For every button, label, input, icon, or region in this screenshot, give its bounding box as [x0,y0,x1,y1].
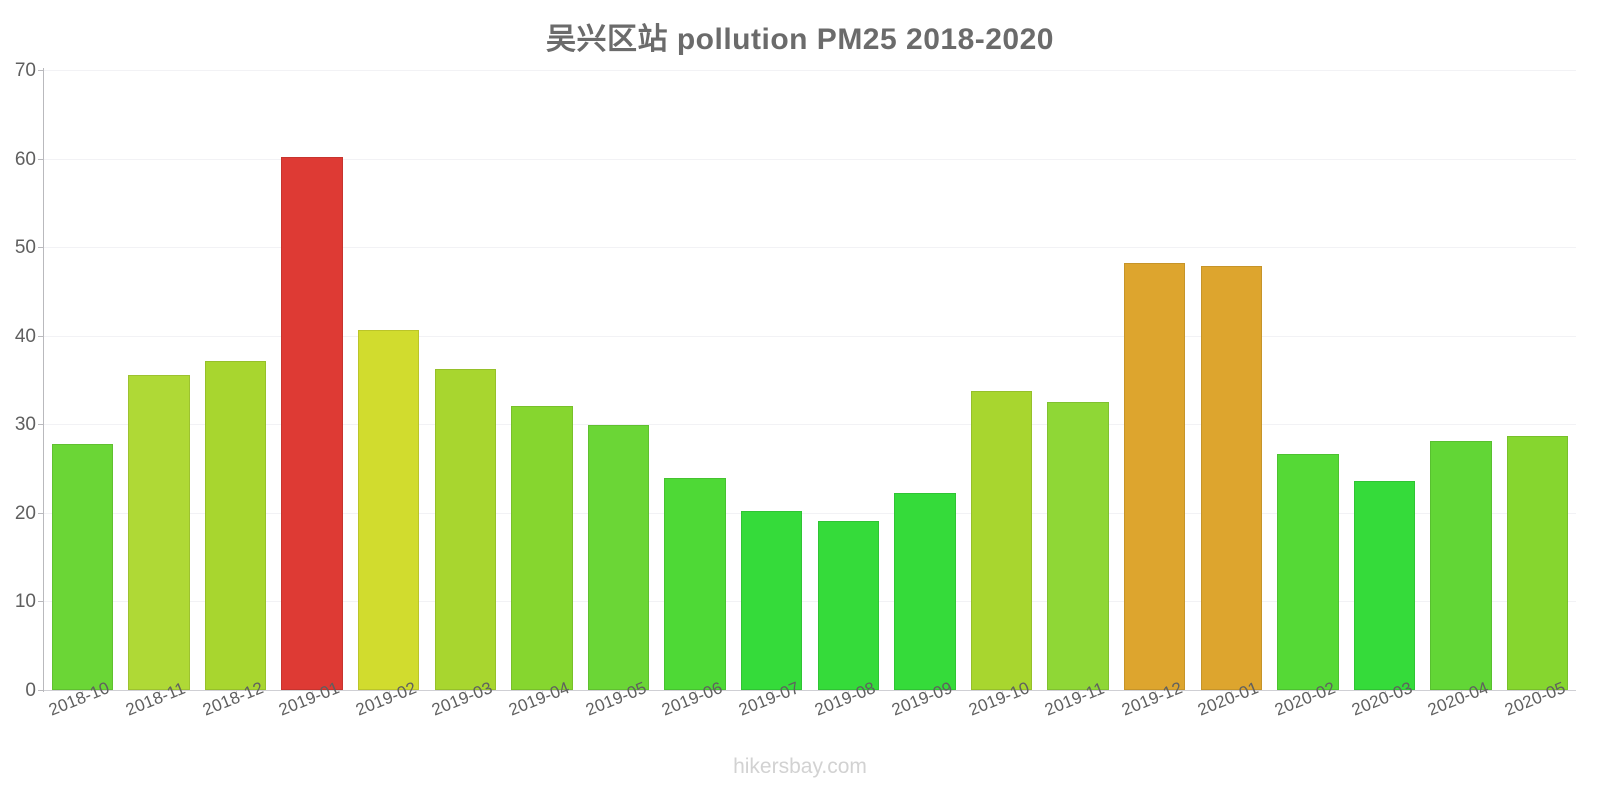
bar-fill [358,329,420,690]
y-axis-tick-label: 30 [14,414,36,436]
bar-fill [51,443,113,690]
bar[interactable] [1353,480,1416,690]
bar-fill [1353,480,1416,690]
watermark: hikersbay.com [733,755,867,778]
gridline [44,158,1576,160]
bar-fill [1124,263,1186,690]
x-axis-tick-mark [388,691,390,697]
bar[interactable] [128,374,190,690]
bar[interactable] [511,405,573,690]
plot-area [44,70,1576,690]
gridline [44,335,1576,337]
x-axis-tick-mark [465,691,467,697]
bar[interactable] [1430,441,1492,690]
bar[interactable] [741,511,803,690]
gridline [44,70,1576,71]
x-axis-tick-mark [1307,691,1309,697]
bar-fill [1047,402,1109,690]
gridline [44,512,1576,514]
x-axis-tick-mark [82,691,84,697]
bar[interactable] [281,156,343,690]
bar[interactable] [1047,402,1109,690]
bar-fill [281,156,343,690]
x-axis-tick-mark [1537,691,1539,697]
bar-fill [741,511,803,690]
x-axis-tick-mark [1384,691,1386,697]
gridline [44,247,1576,249]
y-axis-tick-label: 0 [25,680,36,701]
x-axis-tick-mark [312,691,314,697]
x-axis-line [43,690,1576,691]
bar-fill [511,405,573,690]
bar[interactable] [51,443,113,690]
bar-fill [204,360,267,690]
bar-fill [970,390,1033,690]
x-axis-tick-mark [158,691,160,697]
gridline [44,601,1576,603]
y-axis-tick-mark [38,512,44,514]
bar[interactable] [817,520,879,690]
y-axis-tick-label: 70 [14,60,36,81]
y-axis-tick-mark [38,70,44,71]
bar[interactable] [664,478,726,690]
x-axis-tick-mark [541,691,543,697]
bar[interactable] [434,369,496,690]
x-axis-tick-mark [618,691,620,697]
x-axis-tick-mark [1154,691,1156,697]
x-axis-tick-mark [695,691,697,697]
bar-fill [817,520,879,690]
y-axis-tick-mark [38,335,44,337]
x-axis-tick-mark [771,691,773,697]
bar[interactable] [1124,263,1186,690]
bar[interactable] [970,390,1033,690]
bar-fill [128,374,190,690]
y-axis-tick-mark [38,247,44,249]
gridline [44,424,1576,426]
bar[interactable] [204,360,267,690]
y-axis-tick-mark [38,424,44,426]
y-axis-tick-label: 50 [14,237,36,259]
y-axis-tick-label: 40 [14,325,36,347]
y-axis-tick-label: 20 [14,502,36,524]
y-axis-tick-label: 10 [14,591,36,613]
x-axis-tick-mark [1461,691,1463,697]
x-axis-tick-mark [1001,691,1003,697]
bar[interactable] [587,425,650,690]
bar-fill [1430,441,1492,690]
bar[interactable] [1507,435,1569,690]
y-axis-line [43,68,44,692]
bar-fill [1277,454,1339,690]
x-axis-tick-mark [235,691,237,697]
x-axis-tick-mark [848,691,850,697]
bar-fill [1507,435,1569,690]
bar[interactable] [358,329,420,690]
y-axis-tick-label: 60 [14,148,36,170]
bar-fill [1200,265,1262,690]
chart-title: 吴兴区站 pollution PM25 2018-2020 [546,23,1054,56]
x-axis-tick-mark [1078,691,1080,697]
x-axis-tick-mark [1231,691,1233,697]
y-axis-tick-mark [38,601,44,603]
x-axis-tick-mark [924,691,926,697]
bar[interactable] [1200,265,1262,690]
y-axis-tick-mark [38,690,44,691]
bar[interactable] [1277,454,1339,690]
bar-fill [664,478,726,690]
bar[interactable] [894,493,956,690]
y-axis-tick-mark [38,158,44,160]
bar-fill [434,369,496,690]
bar-fill [894,493,956,690]
bar-fill [587,425,650,690]
